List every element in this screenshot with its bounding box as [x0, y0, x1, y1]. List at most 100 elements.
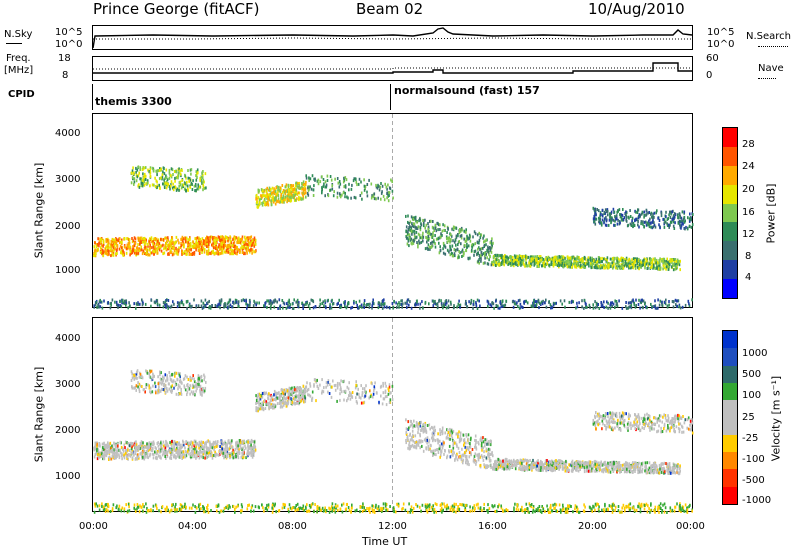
range-gate-cell: [212, 236, 214, 239]
range-gate-cell: [206, 242, 209, 246]
range-gate-cell: [645, 223, 648, 227]
range-gate-cell: [269, 305, 272, 309]
range-gate-cell: [190, 168, 193, 172]
range-gate-cell: [175, 169, 177, 173]
range-gate-cell: [620, 217, 623, 221]
range-gate-cell: [188, 452, 190, 456]
range-gate-cell: [443, 228, 445, 232]
range-gate-cell: [171, 453, 173, 457]
range-gate-cell: [419, 228, 422, 232]
range-gate-cell: [387, 199, 390, 203]
range-gate-cell: [93, 446, 96, 449]
range-gate-cell: [99, 300, 102, 304]
range-gate-cell: [143, 252, 146, 255]
range-gate-cell: [177, 238, 179, 242]
range-gate-cell: [425, 235, 427, 239]
range-gate-cell: [150, 236, 153, 240]
range-gate-cell: [424, 218, 426, 222]
range-gate-cell: [160, 176, 162, 180]
range-gate-cell: [102, 242, 105, 246]
range-gate-cell: [621, 267, 624, 270]
range-gate-cell: [178, 246, 180, 250]
range-gate-cell: [99, 305, 102, 309]
range-gate-cell: [211, 454, 214, 458]
range-gate-cell: [545, 305, 548, 309]
range-gate-cell: [681, 305, 684, 309]
range-gate-cell: [244, 246, 246, 250]
range-gate-cell: [185, 189, 187, 192]
range-gate-cell: [639, 262, 642, 266]
range-gate-cell: [610, 219, 613, 223]
range-gate-cell: [180, 387, 182, 391]
range-gate-cell: [459, 229, 462, 233]
range-gate-cell: [273, 187, 275, 191]
range-gate-cell: [220, 242, 222, 246]
range-gate-cell: [596, 208, 598, 211]
range-gate-cell: [221, 251, 224, 255]
range-gate-cell: [484, 261, 486, 265]
range-gate-cell: [400, 303, 403, 306]
range-gate-cell: [220, 443, 223, 447]
range-gate-cell: [175, 448, 177, 452]
range-gate-cell: [591, 256, 593, 260]
range-gate-cell: [108, 458, 110, 461]
range-gate-cell: [132, 245, 134, 249]
range-gate-cell: [538, 264, 540, 268]
range-gate-cell: [141, 451, 143, 455]
range-gate-cell: [587, 258, 589, 262]
range-gate-cell: [254, 238, 257, 242]
range-gate-cell: [157, 454, 160, 458]
range-gate-cell: [148, 372, 150, 376]
range-gate-cell: [158, 248, 161, 252]
range-gate-cell: [166, 180, 168, 184]
range-gate-cell: [643, 224, 645, 228]
range-gate-cell: [138, 382, 141, 386]
range-gate-cell: [482, 252, 485, 256]
range-gate-cell: [479, 304, 481, 308]
range-gate-cell: [286, 197, 288, 201]
range-gate-cell: [420, 240, 423, 244]
range-gate-cell: [154, 389, 157, 393]
range-gate-cell: [243, 299, 246, 303]
range-gate-cell: [225, 443, 227, 447]
range-gate-cell: [250, 235, 253, 239]
range-gate-cell: [512, 256, 514, 259]
range-gate-cell: [673, 212, 676, 216]
range-gate-cell: [639, 260, 641, 264]
freq-label: Freq.: [6, 53, 31, 64]
range-gate-cell: [150, 448, 153, 452]
range-gate-cell: [160, 249, 163, 253]
range-gate-cell: [589, 305, 591, 309]
range-gate-cell: [208, 299, 210, 303]
range-gate-cell: [507, 262, 510, 266]
range-gate-cell: [141, 454, 143, 458]
range-gate-cell: [155, 299, 158, 303]
range-gate-cell: [417, 302, 419, 306]
range-gate-cell: [158, 242, 161, 246]
range-gate-cell: [602, 263, 605, 267]
range-gate-cell: [627, 306, 629, 310]
range-gate-cell: [187, 441, 190, 445]
range-gate-cell: [617, 262, 619, 266]
range-gate-cell: [671, 265, 673, 269]
range-gate-cell: [567, 258, 569, 262]
range-gate-cell: [628, 266, 630, 270]
power-cbar-tick: 16: [742, 207, 755, 218]
range-gate-cell: [98, 456, 100, 460]
range-gate-cell: [594, 217, 597, 221]
range-gate-cell: [530, 257, 533, 261]
range-gate-cell: [233, 236, 236, 240]
range-gate-cell: [102, 241, 105, 244]
range-gate-cell: [668, 264, 671, 268]
range-gate-cell: [209, 445, 212, 449]
range-gate-cell: [266, 196, 268, 200]
range-gate-cell: [245, 242, 247, 246]
range-gate-cell: [645, 262, 648, 266]
range-gate-cell: [565, 260, 568, 264]
range-gate-cell: [599, 264, 602, 268]
range-gate-cell: [223, 250, 226, 254]
range-gate-cell: [97, 453, 99, 457]
range-gate-cell: [438, 241, 440, 245]
power-cbar-tick: 28: [742, 139, 755, 150]
range-gate-cell: [325, 306, 327, 310]
